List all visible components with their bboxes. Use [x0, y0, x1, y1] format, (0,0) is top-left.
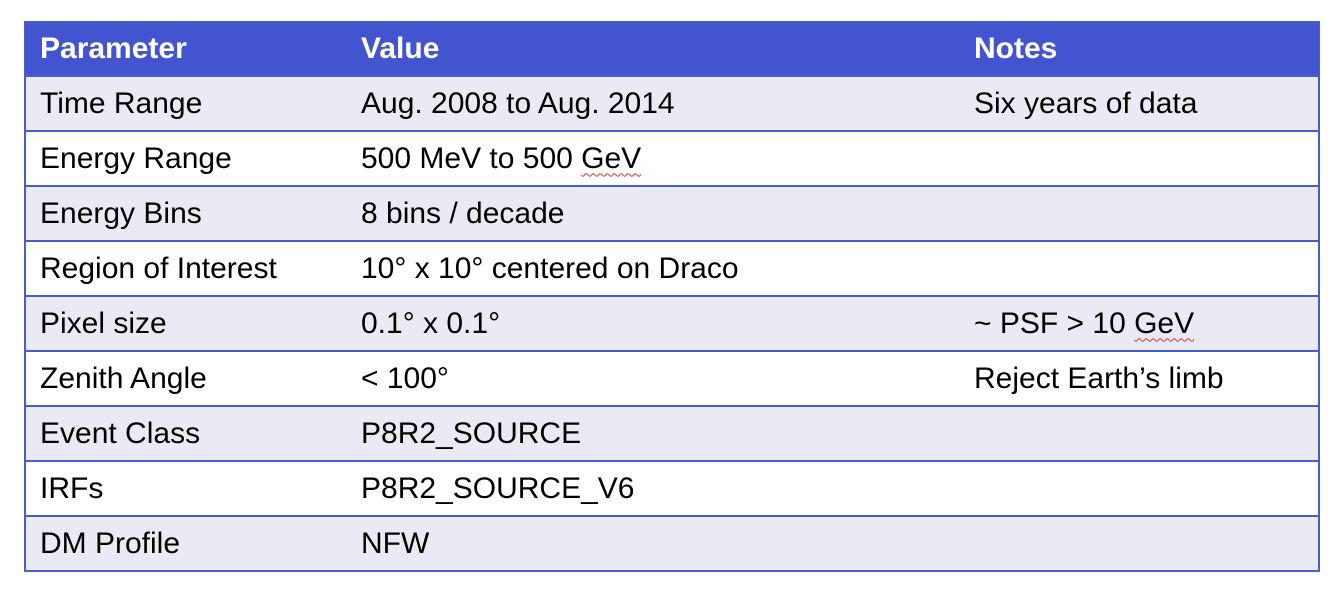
table-row: Event Class P8R2_SOURCE — [25, 405, 1319, 461]
table-row: Time Range Aug. 2008 to Aug. 2014 Six ye… — [25, 75, 1319, 131]
header-row: Parameter Value Notes — [25, 22, 1319, 76]
header-value: Value — [347, 22, 960, 76]
cell-notes — [960, 460, 1319, 516]
parameter-table: Parameter Value Notes Time Range Aug. 20… — [24, 21, 1320, 572]
cell-value: Aug. 2008 to Aug. 2014 — [347, 75, 960, 131]
cell-notes — [960, 405, 1319, 461]
cell-value: P8R2_SOURCE_V6 — [347, 460, 960, 516]
cell-parameter: Region of Interest — [25, 240, 347, 296]
cell-notes — [960, 240, 1319, 296]
cell-parameter: Pixel size — [25, 295, 347, 351]
spellcheck-flagged-word[interactable]: GeV — [581, 141, 642, 175]
table-row: Energy Bins 8 bins / decade — [25, 185, 1319, 241]
cell-parameter: Energy Bins — [25, 185, 347, 241]
table-row: DM Profile NFW — [25, 515, 1319, 571]
cell-notes: Reject Earth’s limb — [960, 350, 1319, 406]
cell-value: < 100° — [347, 350, 960, 406]
table-row: IRFs P8R2_SOURCE_V6 — [25, 460, 1319, 516]
value-text: 500 MeV to 500 — [361, 141, 582, 175]
header-parameter: Parameter — [25, 22, 347, 76]
cell-parameter: Time Range — [25, 75, 347, 131]
table-row: Pixel size 0.1° x 0.1° ~ PSF > 10 GeV — [25, 295, 1319, 351]
cell-notes — [960, 515, 1319, 571]
cell-parameter: DM Profile — [25, 515, 347, 571]
table-row: Zenith Angle < 100° Reject Earth’s limb — [25, 350, 1319, 406]
cell-value: 0.1° x 0.1° — [347, 295, 960, 351]
spellcheck-flagged-word[interactable]: GeV — [1134, 306, 1195, 340]
cell-parameter: Event Class — [25, 405, 347, 461]
cell-value: 8 bins / decade — [347, 185, 960, 241]
cell-parameter: Energy Range — [25, 130, 347, 186]
cell-notes — [960, 185, 1319, 241]
cell-notes — [960, 130, 1319, 186]
notes-text: ~ PSF > 10 — [974, 306, 1135, 340]
cell-parameter: Zenith Angle — [25, 350, 347, 406]
header-notes: Notes — [960, 22, 1319, 76]
cell-notes: ~ PSF > 10 GeV — [960, 295, 1319, 351]
cell-value: 10° x 10° centered on Draco — [347, 240, 960, 296]
cell-value: P8R2_SOURCE — [347, 405, 960, 461]
table-row: Region of Interest 10° x 10° centered on… — [25, 240, 1319, 296]
cell-parameter: IRFs — [25, 460, 347, 516]
table-row: Energy Range 500 MeV to 500 GeV — [25, 130, 1319, 186]
cell-value: NFW — [347, 515, 960, 571]
cell-value: 500 MeV to 500 GeV — [347, 130, 960, 186]
cell-notes: Six years of data — [960, 75, 1319, 131]
